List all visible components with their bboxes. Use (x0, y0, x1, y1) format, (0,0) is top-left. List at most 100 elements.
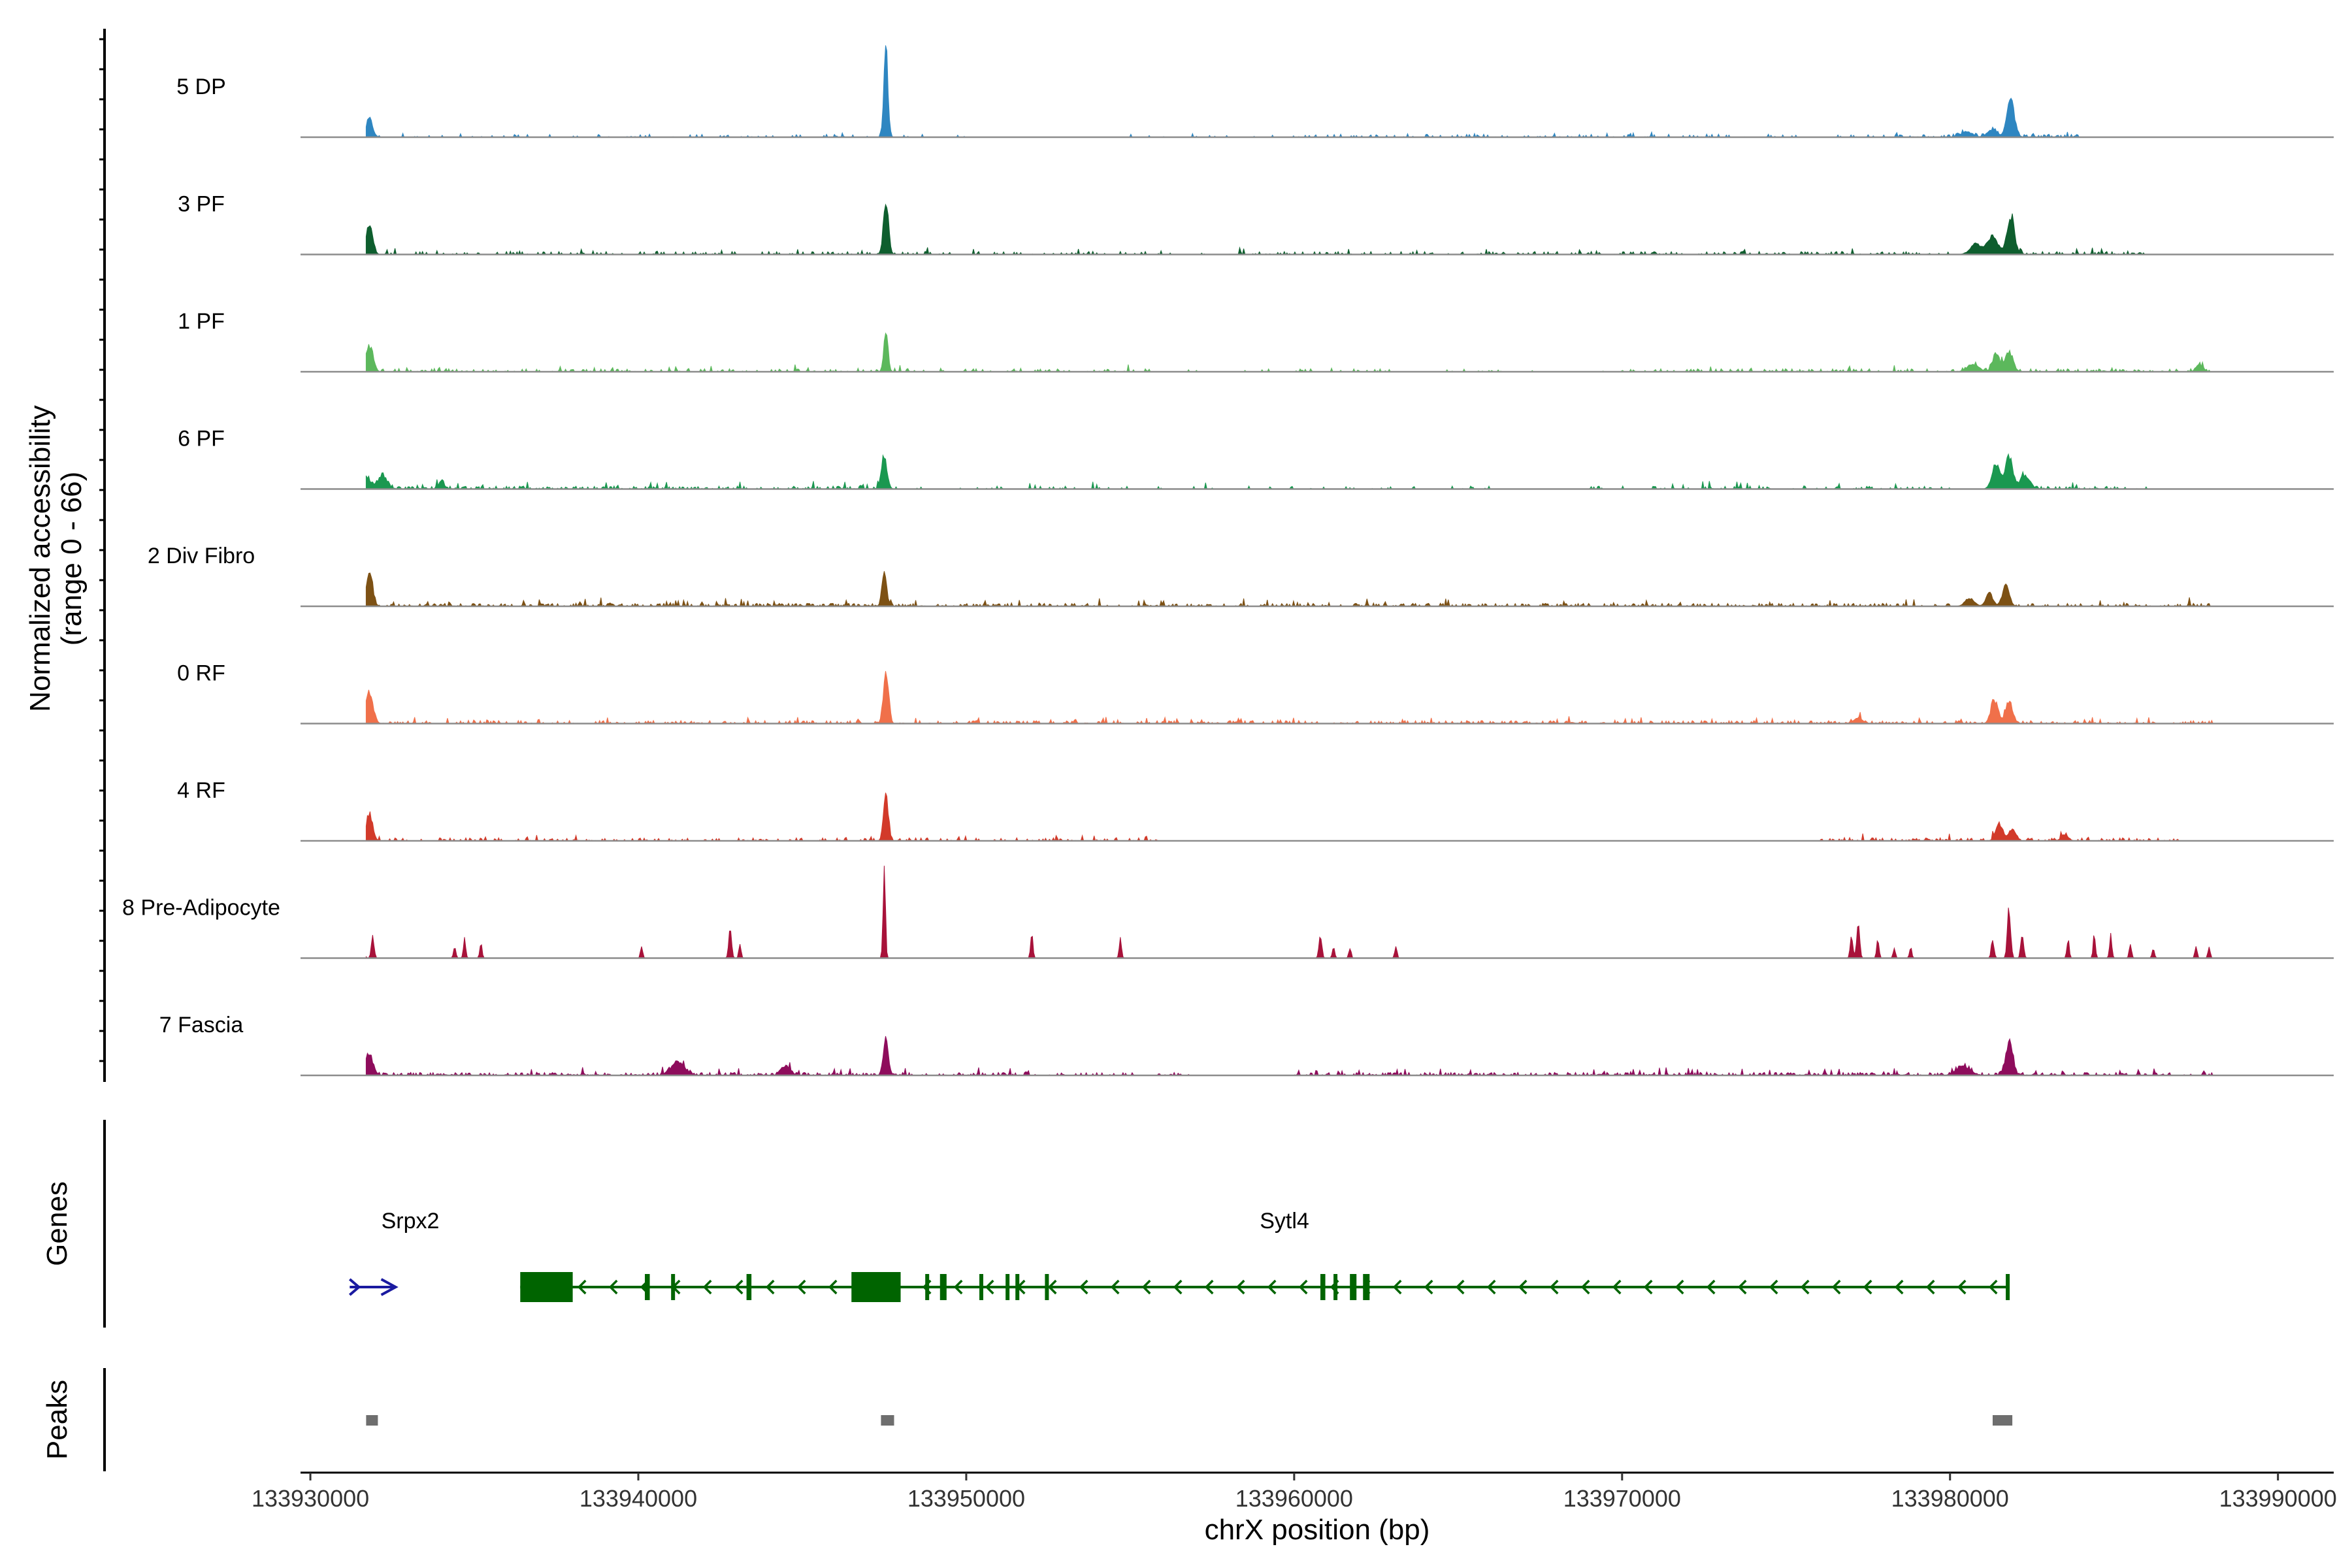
track-label: 7 Fascia (159, 1013, 244, 1037)
gene-label: Srpx2 (382, 1209, 440, 1233)
x-axis-tick-label: 133950000 (907, 1485, 1025, 1512)
gene-exon (1005, 1274, 1010, 1300)
coverage-area (365, 792, 2225, 842)
strand-chevron (765, 1279, 775, 1295)
track-label: 1 PF (178, 309, 225, 334)
coverage-area (365, 45, 2225, 139)
track-1-pf: 1 PF (178, 309, 2334, 373)
coverage-y-axis-title-range: (range 0 - 66) (56, 472, 88, 646)
coverage-area (365, 671, 2225, 725)
track-label: 2 Div Fibro (148, 544, 255, 568)
coverage-area (365, 571, 2225, 608)
strand-arrow (380, 1278, 399, 1296)
x-axis-tick-label: 133940000 (580, 1485, 697, 1512)
strand-chevron (577, 1279, 587, 1295)
strand-chevron (796, 1279, 806, 1295)
strand-chevron (953, 1279, 963, 1295)
track-7-fascia: 7 Fascia (159, 1013, 2334, 1077)
strand-chevron (1204, 1279, 1214, 1295)
gene-exon (671, 1274, 676, 1300)
strand-chevron (1047, 1279, 1057, 1295)
coverage-area (365, 203, 2225, 256)
coverage-y-axis-title-line2: (range 0 - 66) (56, 472, 88, 646)
strand-chevron (1800, 1279, 1810, 1295)
track-6-pf: 6 PF (178, 427, 2334, 491)
x-axis-tick-label: 133970000 (1563, 1485, 1681, 1512)
track-3-pf: 3 PF (178, 192, 2334, 256)
strand-chevron (1455, 1279, 1465, 1295)
coverage-area (365, 332, 2225, 373)
gene-srpx2: Srpx2 (348, 1209, 440, 1296)
peak-region (366, 1415, 378, 1426)
gene-exon (1015, 1274, 1020, 1300)
x-axis: 133930000 133940000 133950000 133960000 1339… (252, 1473, 2337, 1512)
gene-sytl4: Sytl4 (520, 1209, 2010, 1302)
peaks-panel-title: Peaks (41, 1380, 73, 1460)
strand-chevron (1235, 1279, 1245, 1295)
coverage-area (365, 866, 2225, 959)
strand-chevron (734, 1279, 743, 1295)
peak-track (366, 1415, 2013, 1426)
strand-chevron (1863, 1279, 1872, 1295)
strand-chevron (1486, 1279, 1496, 1295)
x-axis-tick-label: 133990000 (2219, 1485, 2337, 1512)
strand-chevron (1894, 1279, 1904, 1295)
track-label: 4 RF (177, 778, 225, 803)
gene-exon (2006, 1274, 2010, 1300)
x-axis-tick-label: 133960000 (1235, 1485, 1353, 1512)
track-8-pre-adipocyte: 8 Pre-Adipocyte (122, 866, 2334, 959)
x-axis-title: chrX position (bp) (1205, 1514, 1430, 1546)
coverage-y-axis-title-line1: Normalized accessibility (24, 405, 56, 711)
strand-arrow (348, 1278, 361, 1296)
strand-chevron (1518, 1279, 1527, 1295)
peak-region (881, 1415, 894, 1426)
track-label: 5 DP (176, 74, 226, 99)
coverage-y-axis-title: Normalized accessibility (24, 405, 56, 711)
strand-chevron (828, 1279, 838, 1295)
strand-chevron (1706, 1279, 1716, 1295)
track-label: 6 PF (178, 427, 225, 451)
track-5-dp: 5 DP (176, 45, 2334, 139)
gene-exon (1333, 1274, 1338, 1300)
strand-chevron (1957, 1279, 1967, 1295)
strand-chevron (1831, 1279, 1841, 1295)
genes-panel-title: Genes (41, 1181, 73, 1266)
gene-exon (851, 1272, 901, 1302)
track-group: 5 DP 3 PF 1 PF 6 PF 2 Div Fibro 0 RF 4 RF 8 Pre… (122, 45, 2334, 1077)
coverage-area (365, 1036, 2225, 1077)
strand-chevron (1769, 1279, 1778, 1295)
track-4-rf: 4 RF (177, 778, 2334, 842)
gene-exon (1045, 1274, 1049, 1300)
strand-chevron (1110, 1279, 1120, 1295)
gene-exon (1350, 1274, 1357, 1300)
track-0-rf: 0 RF (177, 661, 2334, 725)
gene-exon (1363, 1274, 1370, 1300)
track-label: 8 Pre-Adipocyte (122, 896, 280, 921)
strand-chevron (702, 1279, 712, 1295)
strand-chevron (1392, 1279, 1402, 1295)
gene-exon (1320, 1274, 1326, 1300)
peak-region (1992, 1415, 2013, 1426)
strand-chevron (608, 1279, 618, 1295)
track-label: 0 RF (177, 661, 225, 686)
gene-label: Sytl4 (1260, 1209, 1309, 1233)
strand-chevron (1988, 1279, 1998, 1295)
gene-exon (645, 1274, 650, 1300)
strand-chevron (1674, 1279, 1684, 1295)
x-axis-tick-label: 133930000 (252, 1485, 369, 1512)
coverage-area (365, 453, 2225, 491)
strand-chevron (1580, 1279, 1590, 1295)
strand-chevron (1424, 1279, 1433, 1295)
track-2-div-fibro: 2 Div Fibro (148, 544, 2334, 608)
x-axis-tick-label: 133980000 (1891, 1485, 2009, 1512)
strand-chevron (1925, 1279, 1935, 1295)
strand-chevron (1298, 1279, 1308, 1295)
strand-chevron (1141, 1279, 1151, 1295)
gene-exon (746, 1274, 752, 1300)
gene-exon (979, 1274, 984, 1300)
strand-chevron (985, 1279, 994, 1295)
strand-chevron (1737, 1279, 1747, 1295)
strand-chevron (1643, 1279, 1653, 1295)
coverage-y-axis (99, 29, 106, 1082)
